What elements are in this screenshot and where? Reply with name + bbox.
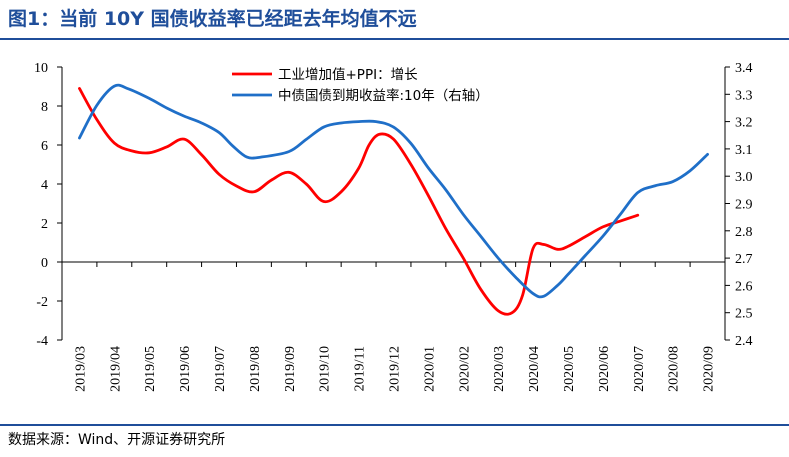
- x-tick-label: 2019/11: [353, 346, 368, 391]
- x-tick-label: 2020/08: [667, 346, 682, 392]
- y-right-tick-label: 2.9: [735, 198, 753, 213]
- title-divider: [0, 38, 789, 40]
- x-tick-label: 2020/09: [702, 346, 717, 392]
- x-tick-label: 2019/12: [388, 346, 403, 392]
- x-tick-label: 2020/02: [457, 346, 472, 392]
- x-tick-label: 2020/01: [422, 346, 437, 392]
- y-right-tick-label: 3.1: [735, 143, 753, 158]
- x-tick-label: 2019/10: [318, 346, 333, 392]
- y-right-tick-label: 2.4: [735, 334, 753, 349]
- y-left-tick-label: 0: [41, 256, 48, 271]
- source-note: 数据来源：Wind、开源证券研究所: [8, 432, 226, 448]
- legend-label-industrial-ppi: 工业增加值+PPI：增长: [278, 67, 418, 83]
- series-line-industrial-ppi: [78, 87, 640, 316]
- y-left-tick-label: 4: [41, 178, 48, 193]
- legend-label-cgb-10y-yield: 中债国债到期收益率:10年（右轴）: [278, 87, 489, 104]
- x-tick-label: 2019/09: [283, 346, 298, 392]
- chart-axes: -4 -2 0 2 4 6 8 10 2.4 2.5 2.6 2.7 2.8 2.9 3.0 3.1 3.2 3.…: [34, 61, 753, 392]
- y-left-tick-label: 10: [34, 61, 48, 76]
- y-left-tick-label: -4: [36, 334, 48, 349]
- x-tick-label: 2019/07: [213, 346, 228, 392]
- y-right-tick-label: 3.4: [735, 61, 753, 76]
- y-right-tick-label: 2.7: [735, 252, 753, 267]
- x-tick-label: 2019/03: [73, 346, 88, 392]
- y-right-tick-label: 2.5: [735, 307, 753, 322]
- y-right-tick-label: 3.3: [735, 88, 753, 103]
- x-tick-label: 2020/04: [527, 346, 542, 392]
- x-tick-label: 2020/03: [492, 346, 507, 392]
- x-tick-label: 2019/04: [108, 346, 123, 392]
- y-right-tick-label: 3.0: [735, 170, 753, 185]
- x-tick-label: 2020/06: [597, 346, 612, 392]
- x-tick-label: 2019/08: [248, 346, 263, 392]
- y-right-tick-label: 2.8: [735, 225, 753, 240]
- series-line-cgb-10y-yield: [78, 83, 709, 299]
- chart-title: 图1：当前 10Y 国债收益率已经距去年均值不远: [8, 8, 417, 30]
- x-tick-label: 2019/06: [178, 346, 193, 392]
- source-divider: [0, 424, 789, 426]
- x-tick-label: 2020/07: [632, 346, 647, 392]
- chart-series: [78, 83, 709, 316]
- y-right-tick-label: 3.2: [735, 116, 753, 131]
- line-chart: -4 -2 0 2 4 6 8 10 2.4 2.5 2.6 2.7 2.8 2.9 3.0 3.1 3.2 3.…: [34, 61, 753, 392]
- y-left-tick-label: 6: [41, 139, 48, 154]
- y-left-tick-label: 8: [41, 100, 48, 115]
- x-tick-label: 2019/05: [143, 346, 158, 392]
- x-tick-label: 2020/05: [562, 346, 577, 392]
- y-right-tick-label: 2.6: [735, 279, 753, 294]
- y-left-tick-label: -2: [36, 295, 48, 310]
- y-left-tick-label: 2: [41, 217, 48, 232]
